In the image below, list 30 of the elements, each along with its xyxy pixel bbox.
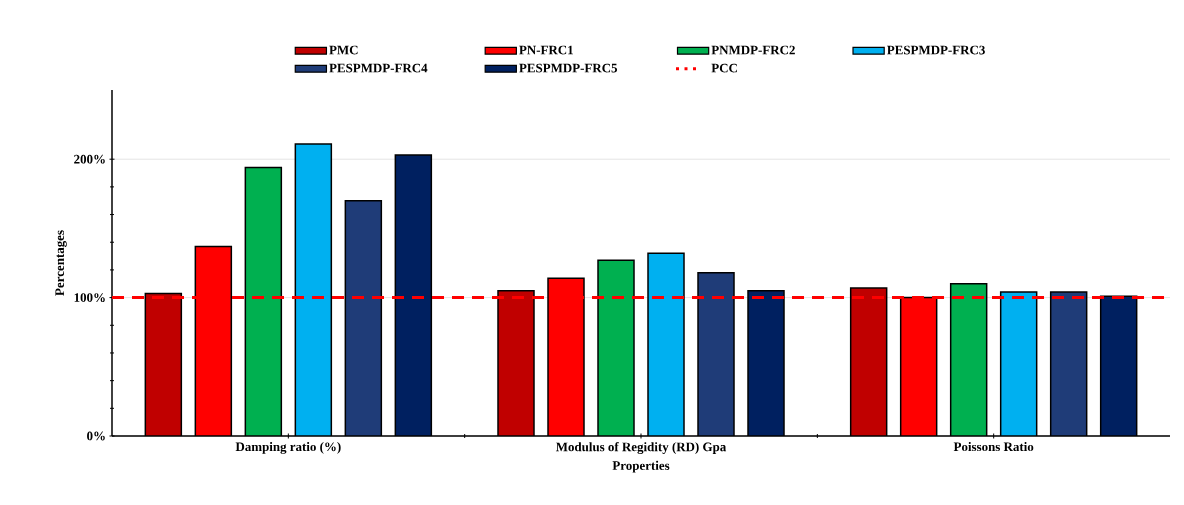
x-tick-label: Poissons Ratio (953, 442, 1034, 452)
legend-label: PESPMDP-FRC5 (519, 63, 618, 73)
bar (598, 260, 635, 436)
bar (295, 143, 332, 436)
legend-label: PESPMDP-FRC4 (329, 63, 428, 73)
y-tick-label: 200% (74, 154, 105, 164)
bar (648, 253, 685, 436)
legend-label: PN-FRC1 (519, 45, 573, 55)
x-tick-label: Damping ratio (%) (235, 442, 341, 454)
bar (949, 283, 988, 436)
legend-label: PESPMDP-FRC3 (887, 45, 985, 55)
bar (1049, 291, 1088, 436)
x-axis-title: Properties (612, 460, 670, 473)
legend-label: PMC (329, 45, 358, 55)
bar (1099, 295, 1138, 436)
legend-label: PNMDP-FRC2 (711, 45, 795, 55)
y-tick-label: 100% (74, 293, 105, 302)
bar (748, 290, 785, 436)
bar (145, 293, 182, 436)
legend-label: PCC (711, 63, 737, 73)
y-tick-label: 0% (87, 431, 105, 441)
bar (345, 200, 382, 436)
bar (999, 291, 1038, 436)
bar (245, 167, 282, 436)
bar (698, 272, 735, 436)
y-axis-title: Percentages (55, 230, 67, 296)
x-tick-label: Modulus of Regidity (RD) Gpa (555, 442, 727, 454)
bar (849, 287, 888, 436)
bar (498, 290, 534, 436)
bar (395, 155, 432, 436)
